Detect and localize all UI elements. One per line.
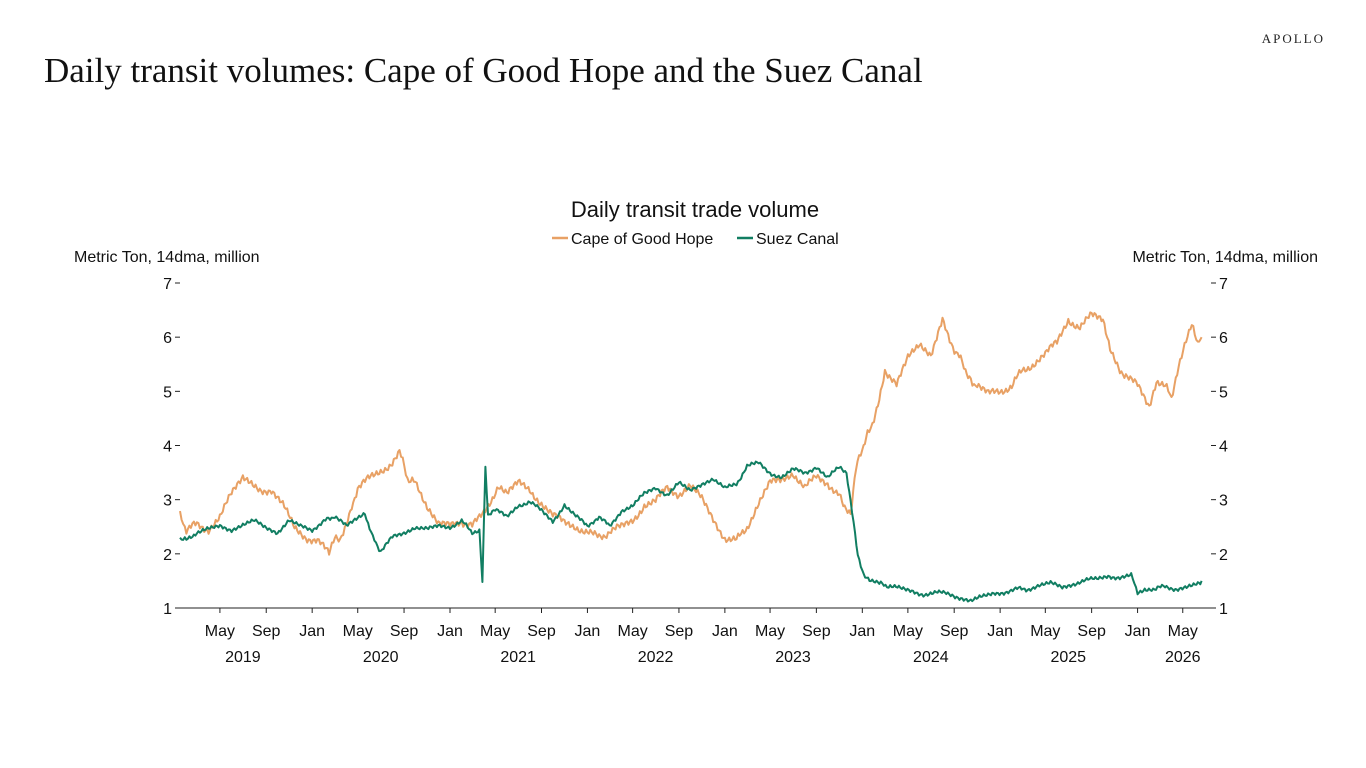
y-tick-label-right: 1 — [1219, 601, 1228, 618]
apollo-logo: APOLLO — [1261, 31, 1325, 46]
x-tick-label: May — [343, 623, 373, 640]
x-tick-label: May — [1030, 623, 1060, 640]
y-tick-label-left: 2 — [163, 547, 172, 564]
x-year-label: 2026 — [1165, 649, 1201, 666]
y-tick-label-right: 3 — [1219, 493, 1228, 510]
x-tick-label: Jan — [849, 623, 875, 640]
x-tick-label: May — [617, 623, 647, 640]
legend: Cape of Good Hope Suez Canal — [552, 231, 839, 248]
x-year-label: 2021 — [500, 649, 536, 666]
x-year-label: 2024 — [913, 649, 949, 666]
x-tick-label: May — [1168, 623, 1198, 640]
x-tick-label: May — [480, 623, 510, 640]
axes — [175, 282, 1216, 613]
y-tick-label-left: 5 — [163, 384, 172, 401]
y-tick-label-left: 3 — [163, 493, 172, 510]
x-tick-label: Jan — [1125, 623, 1151, 640]
y-tick-label-left: 4 — [163, 439, 172, 456]
series-line-cape-of-good-hope — [179, 311, 1203, 556]
y-tick-label-right: 6 — [1219, 330, 1228, 347]
chart-title: Daily transit trade volume — [571, 197, 819, 222]
y-tick-label-right: 5 — [1219, 384, 1228, 401]
x-year-label: 2025 — [1050, 649, 1086, 666]
x-year-label: 2020 — [363, 649, 399, 666]
legend-label-cape: Cape of Good Hope — [571, 231, 713, 248]
x-tick-label: May — [893, 623, 923, 640]
x-tick-label: Sep — [802, 623, 831, 640]
page-title: Daily transit volumes: Cape of Good Hope… — [44, 51, 923, 90]
x-tick-label: Sep — [1077, 623, 1106, 640]
series-line-suez-canal — [179, 460, 1203, 603]
x-tick-label: Sep — [390, 623, 419, 640]
y-tick-label-right: 2 — [1219, 547, 1228, 564]
x-tick-label: Jan — [299, 623, 325, 640]
y-tick-label-right: 7 — [1219, 276, 1228, 293]
y-axis-label-right: Metric Ton, 14dma, million — [1132, 249, 1318, 266]
x-tick-label: May — [205, 623, 235, 640]
legend-label-suez: Suez Canal — [756, 231, 839, 248]
x-tick-label: Sep — [940, 623, 969, 640]
x-tick-label: Jan — [575, 623, 601, 640]
y-tick-label-left: 1 — [163, 601, 172, 618]
x-tick-label: Jan — [437, 623, 463, 640]
x-tick-label: Sep — [252, 623, 281, 640]
tick-labels: 1 1 2 2 3 3 4 4 5 5 6 6 7 7 May Sep Jan May Sep Jan May Sep Ja… — [163, 276, 1228, 666]
x-tick-label: Jan — [712, 623, 738, 640]
x-tick-label: Sep — [527, 623, 556, 640]
y-tick-label-left: 6 — [163, 330, 172, 347]
x-tick-label: May — [755, 623, 785, 640]
y-axis-label-left: Metric Ton, 14dma, million — [74, 249, 260, 266]
x-tick-label: Sep — [665, 623, 694, 640]
series-lines — [179, 311, 1203, 603]
x-year-label: 2022 — [638, 649, 674, 666]
x-year-label: 2019 — [225, 649, 261, 666]
x-year-label: 2023 — [775, 649, 811, 666]
x-tick-label: Jan — [987, 623, 1013, 640]
y-tick-label-right: 4 — [1219, 439, 1228, 456]
y-tick-label-left: 7 — [163, 276, 172, 293]
